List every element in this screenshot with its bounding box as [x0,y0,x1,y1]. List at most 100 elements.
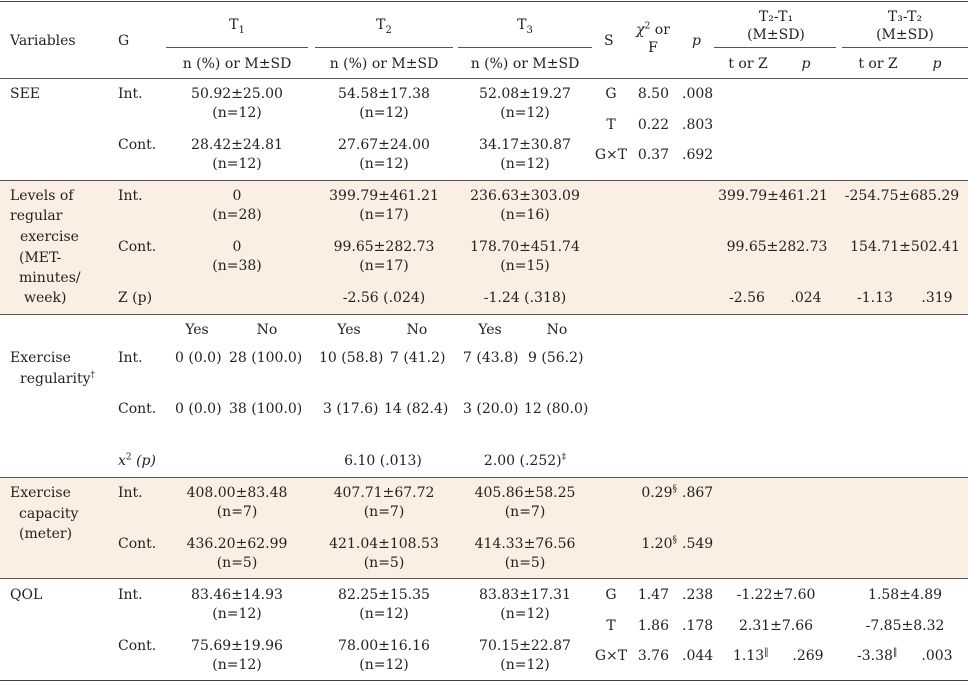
cell: 6.10 (.013) [344,453,422,469]
group-cont: Cont. [118,638,157,654]
source-label: G×T [594,147,628,163]
header-t2-t1: T₂-T₁ [758,9,794,25]
p-value: .803 [682,117,714,133]
cell: 99.65±282.73 [333,239,435,255]
row-label-levels: (MET- [19,250,62,266]
cell: (n=5) [216,555,258,571]
row-label-levels: Levels of [10,188,74,204]
header-t1: T1 [229,17,245,36]
header-p: p [692,33,701,49]
diff-cell: -1.22±7.60 [736,587,816,603]
diff-cell: -2.56 [729,290,765,306]
cell: (n=12) [212,606,262,622]
cell: 405.86±58.25 [474,485,576,501]
group-int: Int. [118,188,143,204]
f-value: 1.20§ [641,535,677,552]
source-label: T [606,618,616,634]
section-rule-2 [0,314,968,315]
subheader-rule-d32 [842,47,968,48]
cell: 3 (17.6) [323,401,379,417]
cell: (n=38) [212,258,262,274]
cell: (n=7) [363,504,405,520]
p-value: .178 [682,618,714,634]
cell: (n=7) [504,504,546,520]
subheader-d21-t: t or Z [728,56,768,72]
group-z: Z (p) [118,290,153,306]
diff-cell: 99.65±282.73 [726,239,828,255]
col-yes: Yes [478,322,502,338]
cell: 50.92±25.00 [191,86,283,102]
cell: 407.71±67.72 [333,485,435,501]
cell: 28 (100.0) [229,350,303,366]
group-chi: x2 (p) [118,452,156,469]
diff-cell: 1.58±4.89 [867,587,943,603]
row-band-levels [0,180,968,314]
subheader-t2: n (%) or M±SD [329,56,439,72]
cell: (n=16) [500,207,550,223]
table-bottom-rule [0,680,968,681]
subheader-rule-t2 [315,47,453,48]
cell: (n=12) [500,606,550,622]
p-value: .238 [682,587,714,603]
row-label-capacity: (meter) [19,526,73,542]
cell: 0 [232,239,242,255]
header-t2-t1-msd: (M±SD) [747,27,805,43]
section-rule-4 [0,578,968,579]
f-value: 0.29§ [641,484,677,501]
group-int: Int. [118,587,143,603]
cell: 10 (58.8) [319,350,384,366]
cell: 9 (56.2) [528,350,584,366]
header-chi-or: χ2 or [636,21,670,38]
row-label-levels: exercise [20,229,79,245]
cell: 0 [232,188,242,204]
group-cont: Cont. [118,137,157,153]
cell: 54.58±17.38 [338,86,430,102]
cell: 421.04±108.53 [329,536,439,552]
group-int: Int. [118,485,143,501]
subheader-rule-t3 [458,47,592,48]
cell: 7 (41.2) [390,350,446,366]
header-f: F [648,40,658,56]
subheader-rule-t1 [166,47,308,48]
cell: 52.08±19.27 [479,86,571,102]
row-label-levels: week) [24,290,67,306]
source-label: G×T [594,648,628,664]
cell: -1.24 (.318) [483,290,567,306]
group-int: Int. [118,86,143,102]
p-value: .867 [682,485,714,501]
col-no: No [406,322,428,338]
diff-cell: 399.79±461.21 [718,188,828,204]
cell: (n=12) [500,156,550,172]
diff-cell: -3.38‖ [857,647,898,664]
header-bottom-rule [0,78,968,79]
diff-cell: -7.85±8.32 [865,618,945,634]
source-label: G [605,587,617,603]
f-value: 0.22 [637,117,669,133]
row-band-capacity [0,477,968,578]
row-label-see: SEE [10,86,41,102]
cell: 414.33±76.56 [474,536,576,552]
cell: 436.20±62.99 [186,536,288,552]
cell: 34.17±30.87 [479,137,571,153]
diff-cell: -254.75±685.29 [844,188,960,204]
cell: 178.70±451.74 [470,239,580,255]
col-yes: Yes [185,322,209,338]
header-group: G [118,33,130,49]
f-value: 3.76 [637,648,669,664]
cell: 38 (100.0) [229,401,303,417]
cell: 78.00±16.16 [338,638,430,654]
source-label: T [606,117,616,133]
subheader-t3: n (%) or M±SD [470,56,580,72]
diff-cell: -1.13 [857,290,893,306]
f-value: 8.50 [637,86,669,102]
cell: 83.83±17.31 [479,587,571,603]
cell: (n=12) [500,105,550,121]
p-value: .549 [682,536,714,552]
cell: 7 (43.8) [463,350,519,366]
row-label-regularity: regularity† [20,370,95,387]
cell: 399.79±461.21 [329,188,439,204]
diff-cell: .024 [790,290,822,306]
cell: 28.42±24.81 [191,137,283,153]
cell: (n=5) [504,555,546,571]
source-label: G [605,86,617,102]
